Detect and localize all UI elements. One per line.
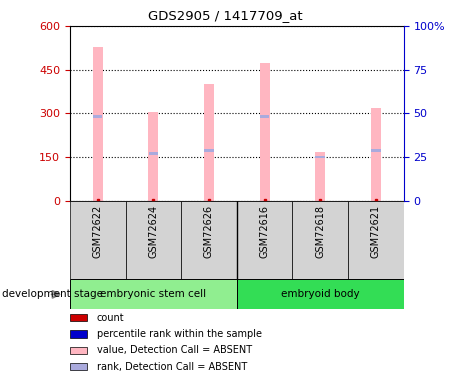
Bar xyxy=(292,201,348,279)
Bar xyxy=(70,314,87,321)
Bar xyxy=(315,152,325,201)
Text: GSM72618: GSM72618 xyxy=(315,205,325,258)
Bar xyxy=(181,201,237,279)
Bar xyxy=(371,148,381,152)
Bar xyxy=(260,63,270,201)
Bar xyxy=(237,201,292,279)
Text: count: count xyxy=(97,313,124,322)
Bar xyxy=(315,156,325,159)
Bar xyxy=(237,279,404,309)
Bar xyxy=(93,116,102,118)
Text: percentile rank within the sample: percentile rank within the sample xyxy=(97,329,262,339)
Bar xyxy=(204,84,214,201)
Bar xyxy=(70,330,87,338)
Bar xyxy=(148,112,158,201)
Bar xyxy=(70,201,125,279)
Bar xyxy=(148,152,158,155)
Text: development stage: development stage xyxy=(2,290,103,299)
Bar xyxy=(348,201,404,279)
Text: GDS2905 / 1417709_at: GDS2905 / 1417709_at xyxy=(148,9,303,22)
Text: GSM72621: GSM72621 xyxy=(371,205,381,258)
Text: rank, Detection Call = ABSENT: rank, Detection Call = ABSENT xyxy=(97,362,247,372)
Bar xyxy=(204,148,214,152)
Text: GSM72622: GSM72622 xyxy=(93,205,103,258)
Bar xyxy=(70,363,87,370)
Text: embryoid body: embryoid body xyxy=(281,290,359,299)
Text: GSM72616: GSM72616 xyxy=(260,205,270,258)
Bar xyxy=(260,116,269,118)
Text: GSM72624: GSM72624 xyxy=(148,205,158,258)
Bar xyxy=(93,46,103,201)
Bar xyxy=(70,279,237,309)
Bar xyxy=(70,347,87,354)
Text: GSM72626: GSM72626 xyxy=(204,205,214,258)
Bar xyxy=(371,108,381,201)
Text: embryonic stem cell: embryonic stem cell xyxy=(100,290,207,299)
Bar xyxy=(125,201,181,279)
Text: value, Detection Call = ABSENT: value, Detection Call = ABSENT xyxy=(97,345,252,355)
